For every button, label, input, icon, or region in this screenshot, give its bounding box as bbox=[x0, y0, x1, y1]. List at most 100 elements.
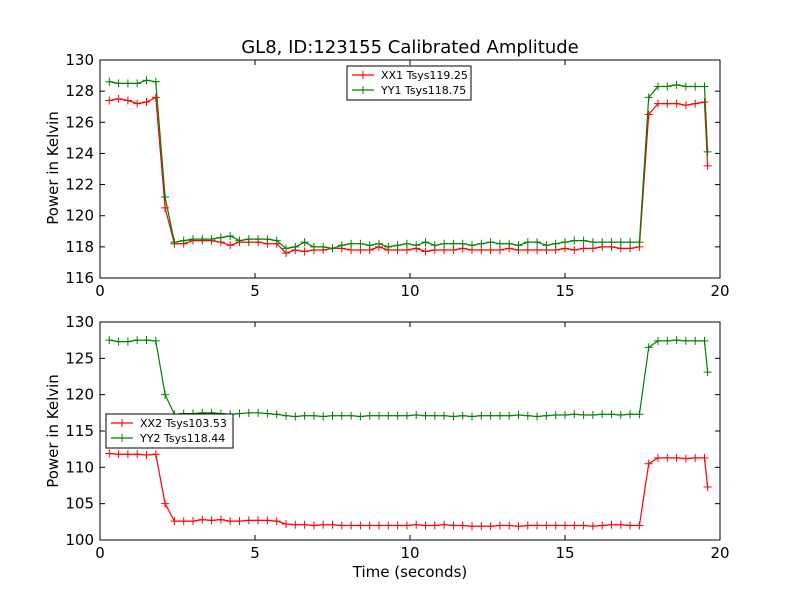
data-point bbox=[133, 79, 142, 88]
y-tick-label: 118 bbox=[65, 238, 94, 256]
data-point bbox=[347, 239, 356, 248]
data-point bbox=[495, 239, 504, 248]
data-point bbox=[654, 336, 662, 345]
data-point bbox=[514, 411, 523, 420]
data-point bbox=[319, 242, 328, 251]
data-point bbox=[170, 517, 179, 526]
data-point bbox=[477, 522, 486, 531]
data-point bbox=[681, 101, 690, 110]
legend-label: XX1 Tsys119.25 bbox=[381, 69, 468, 82]
y-tick-label: 122 bbox=[65, 176, 94, 194]
legend-label: XX2 Tsys103.53 bbox=[140, 417, 227, 430]
data-point bbox=[226, 231, 235, 240]
data-point bbox=[235, 517, 244, 526]
data-point bbox=[412, 241, 421, 250]
data-point bbox=[263, 516, 272, 525]
data-point bbox=[449, 412, 458, 421]
data-point bbox=[114, 79, 123, 88]
series-line-1 bbox=[109, 96, 709, 254]
data-point bbox=[570, 410, 579, 419]
y-tick-label: 124 bbox=[65, 144, 94, 162]
data-point bbox=[179, 236, 188, 245]
data-point bbox=[691, 82, 700, 91]
data-point bbox=[703, 147, 712, 156]
data-point bbox=[393, 241, 402, 250]
x-tick-label: 5 bbox=[250, 544, 260, 562]
data-point bbox=[309, 242, 318, 251]
data-point bbox=[189, 517, 197, 526]
y-tick-label: 115 bbox=[65, 422, 94, 440]
data-point bbox=[598, 238, 607, 247]
data-point bbox=[384, 411, 393, 420]
data-point bbox=[551, 239, 560, 248]
data-point bbox=[700, 336, 709, 345]
y-tick-label: 128 bbox=[65, 82, 94, 100]
data-point bbox=[681, 336, 690, 345]
data-point bbox=[486, 411, 495, 420]
top-ticks: 0 5 10 15 20 116 118 120 122 124 126 128 130 bbox=[65, 51, 729, 300]
data-point bbox=[365, 411, 374, 420]
x-tick-label: 20 bbox=[710, 282, 729, 300]
data-point bbox=[151, 93, 160, 102]
data-point bbox=[626, 521, 635, 530]
data-point bbox=[142, 98, 151, 107]
data-point bbox=[551, 521, 560, 530]
y-tick-label: 126 bbox=[65, 113, 94, 131]
data-point bbox=[356, 521, 365, 530]
data-point bbox=[384, 242, 393, 251]
data-point bbox=[607, 410, 616, 419]
data-point bbox=[300, 247, 309, 256]
data-point bbox=[607, 520, 616, 529]
data-point bbox=[542, 241, 551, 250]
data-point bbox=[319, 412, 328, 421]
bottom-legend[interactable]: XX2 Tsys103.53 YY2 Tsys118.44 bbox=[105, 413, 234, 449]
data-point bbox=[430, 521, 439, 530]
data-point bbox=[105, 96, 114, 105]
data-point bbox=[133, 336, 142, 345]
data-point bbox=[588, 522, 597, 531]
data-point bbox=[244, 408, 253, 417]
data-point bbox=[216, 515, 225, 524]
data-point bbox=[514, 522, 523, 531]
data-point bbox=[663, 82, 672, 91]
data-point bbox=[216, 233, 225, 242]
data-point bbox=[440, 239, 449, 248]
data-point bbox=[561, 238, 569, 247]
data-point bbox=[337, 521, 346, 530]
data-point bbox=[114, 337, 123, 346]
data-point bbox=[161, 193, 170, 202]
x-tick-label: 5 bbox=[250, 282, 260, 300]
data-point bbox=[105, 77, 114, 86]
data-point bbox=[300, 520, 309, 529]
y-tick-label: 105 bbox=[65, 495, 94, 513]
bottom-subplot: Power in Kelvin Time (seconds) 0 5 10 15 20 1… bbox=[44, 313, 730, 581]
data-point bbox=[384, 521, 393, 530]
data-point bbox=[579, 521, 588, 530]
data-point bbox=[198, 235, 207, 244]
data-point bbox=[133, 99, 142, 108]
y-tick-label: 100 bbox=[65, 531, 94, 549]
data-point bbox=[691, 99, 700, 108]
top-legend[interactable]: XX1 Tsys119.25 YY1 Tsys118.75 bbox=[346, 65, 472, 101]
data-point bbox=[356, 239, 365, 248]
x-tick-label: 0 bbox=[95, 282, 105, 300]
data-point bbox=[254, 235, 263, 244]
data-point bbox=[703, 482, 712, 491]
data-point bbox=[486, 238, 495, 247]
y-tick-label: 120 bbox=[65, 386, 94, 404]
data-point bbox=[235, 236, 244, 245]
data-point bbox=[570, 236, 579, 245]
data-point bbox=[644, 93, 653, 102]
data-point bbox=[254, 516, 263, 525]
data-point bbox=[365, 241, 374, 250]
data-point bbox=[356, 412, 365, 421]
x-tick-label: 15 bbox=[555, 282, 574, 300]
legend-label: YY1 Tsys118.75 bbox=[380, 84, 466, 97]
data-point bbox=[635, 521, 644, 530]
data-point bbox=[393, 521, 402, 530]
data-point bbox=[337, 241, 346, 250]
data-point bbox=[272, 517, 281, 526]
data-point bbox=[402, 239, 411, 248]
data-point bbox=[375, 239, 383, 248]
